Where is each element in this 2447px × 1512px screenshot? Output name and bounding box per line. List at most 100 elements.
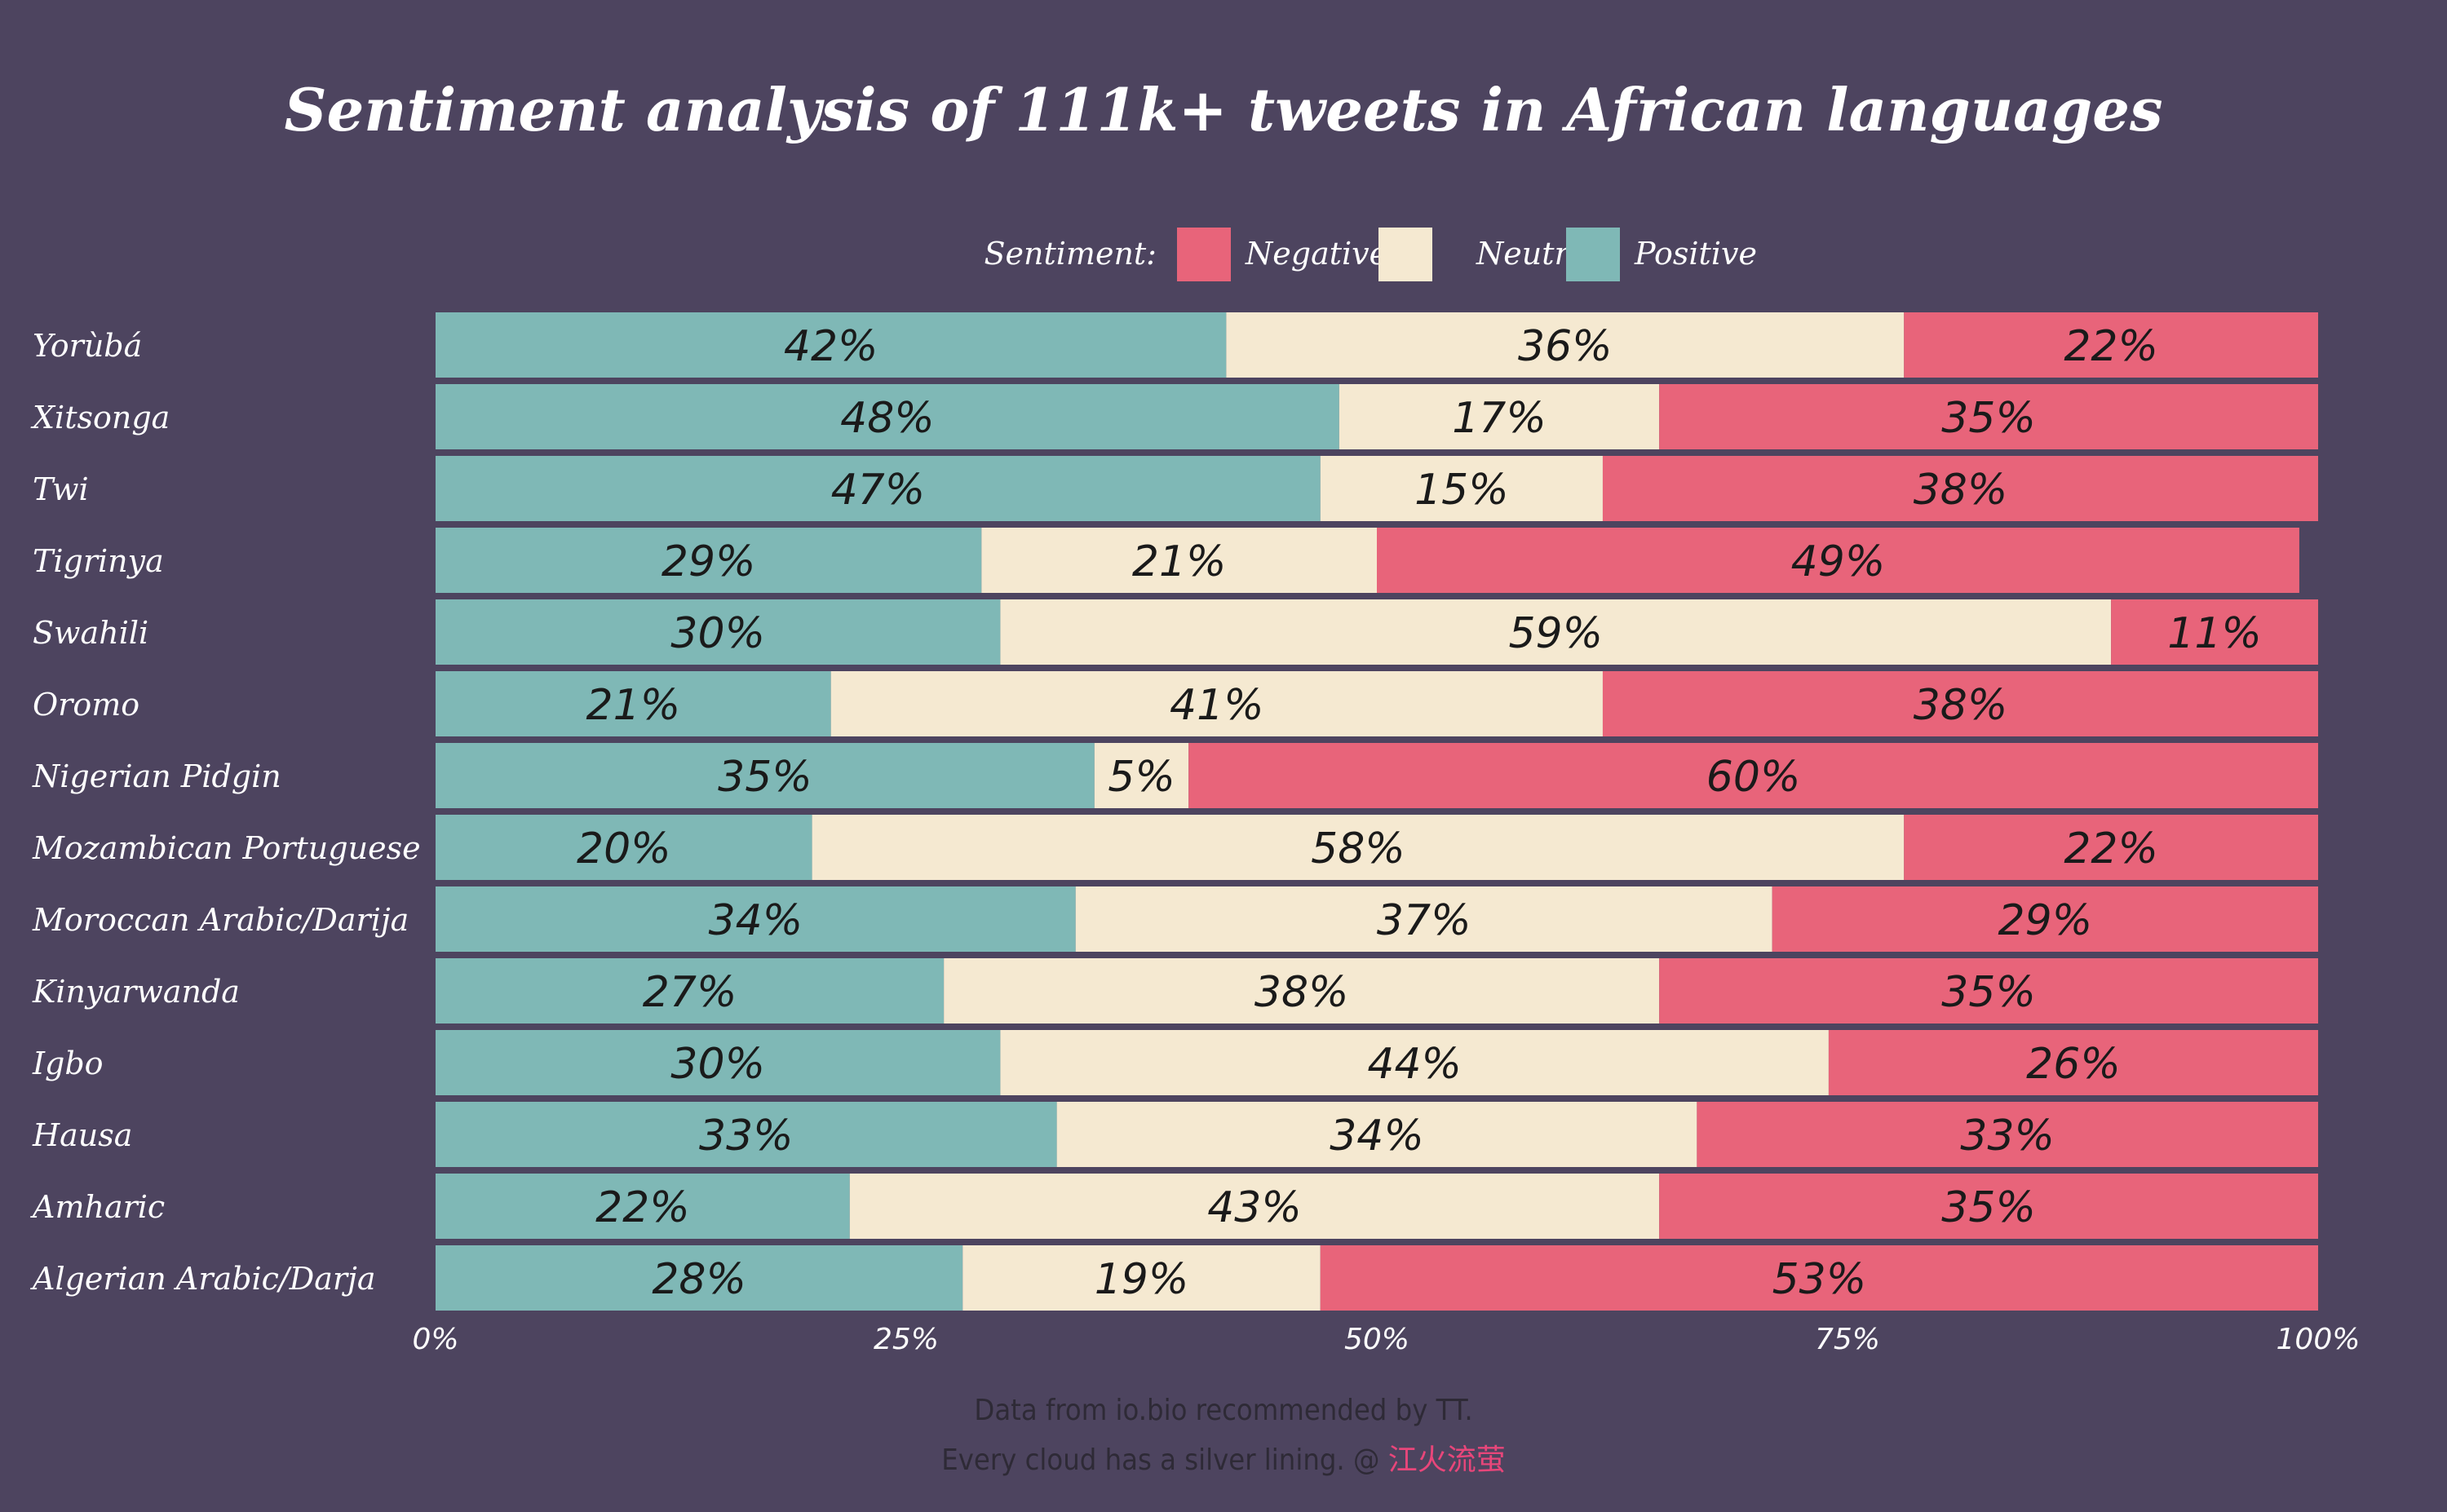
bar-neutral-twi: [1320, 456, 1603, 521]
data-label-positive-hausa: 33%: [699, 1112, 794, 1161]
caption-prefix: Every cloud has a silver lining. @: [941, 1443, 1387, 1477]
data-label-positive-moroccan-arabic-darija: 34%: [709, 896, 803, 945]
bar-positive-igbo: [436, 1030, 1001, 1095]
bar-positive-tigrinya: [436, 528, 982, 593]
bar-negative-yoruba: [1904, 312, 2318, 378]
bars: 42% 36% 22% 48% 17% 35% 47% 15% 38% 29% 21% 49% 30% 5…: [436, 312, 2318, 1311]
x-tick-label-75: 75%: [1815, 1323, 1880, 1356]
bar-negative-xitsonga: [1659, 384, 2318, 449]
data-label-negative-hausa: 33%: [1960, 1112, 2055, 1161]
data-label-neutral-kinyarwanda: 38%: [1254, 968, 1349, 1017]
data-label-neutral-hausa: 34%: [1330, 1112, 1424, 1161]
bar-positive-yoruba: [436, 312, 1227, 378]
data-label-positive-kinyarwanda: 27%: [643, 968, 737, 1017]
bar-row-twi: 47% 15% 38%: [436, 456, 2318, 521]
legend-label-positive: Positive: [1634, 236, 1757, 272]
data-label-negative-kinyarwanda: 35%: [1941, 968, 2036, 1017]
bar-row-xitsonga: 48% 17% 35%: [436, 384, 2318, 449]
legend-label-negative: Negative: [1245, 236, 1387, 272]
data-label-negative-algerian-arabic-darja: 53%: [1772, 1255, 1867, 1304]
bar-neutral-algerian-arabic-darja: [962, 1245, 1321, 1311]
bar-positive-swahili: [436, 599, 1001, 665]
data-label-neutral-igbo: 44%: [1367, 1040, 1462, 1089]
data-label-neutral-algerian-arabic-darja: 19%: [1095, 1255, 1189, 1304]
legend-swatch-negative: [1177, 228, 1231, 281]
category-labels: Yorùbá Xitsonga Twi Tigrinya Swahili Oromo Nig…: [30, 328, 421, 1297]
data-label-positive-igbo: 30%: [670, 1040, 765, 1089]
data-label-neutral-xitsonga: 17%: [1452, 394, 1547, 443]
data-label-neutral-amharic: 43%: [1207, 1183, 1302, 1232]
caption-line-2: Every cloud has a silver lining. @ 江火流萤: [941, 1443, 1505, 1477]
bar-positive-mozambican-portuguese: [436, 815, 812, 880]
data-label-negative-moroccan-arabic-darija: 29%: [1998, 896, 2093, 945]
data-label-negative-oromo: 38%: [1914, 681, 2008, 730]
bar-row-moroccan-arabic-darija: 34% 37% 29%: [436, 886, 2318, 952]
data-label-negative-yoruba: 22%: [2064, 322, 2158, 371]
data-label-positive-nigerian-pidgin: 35%: [718, 753, 812, 802]
bar-negative-hausa: [1697, 1102, 2318, 1167]
data-label-positive-yoruba: 42%: [784, 322, 878, 371]
bar-negative-algerian-arabic-darja: [1320, 1245, 2318, 1311]
bar-row-algerian-arabic-darja: 28% 19% 53%: [436, 1245, 2318, 1311]
data-label-positive-mozambican-portuguese: 20%: [577, 825, 671, 873]
data-label-negative-mozambican-portuguese: 22%: [2064, 825, 2158, 873]
category-label-mozambican-portuguese: Mozambican Portuguese: [32, 830, 421, 866]
bar-negative-kinyarwanda: [1659, 958, 2318, 1023]
bar-negative-tigrinya: [1377, 528, 2299, 593]
data-label-positive-amharic: 22%: [595, 1183, 690, 1232]
bar-row-swahili: 30% 59% 11%: [436, 599, 2318, 665]
bar-positive-twi: [436, 456, 1321, 521]
data-label-neutral-mozambican-portuguese: 58%: [1311, 825, 1405, 873]
bar-neutral-igbo: [1000, 1030, 1829, 1095]
x-tick-label-100: 100%: [2277, 1323, 2361, 1356]
category-label-yoruba: Yorùbá: [33, 328, 142, 364]
bar-positive-moroccan-arabic-darija: [436, 886, 1076, 952]
bar-row-hausa: 33% 34% 33%: [436, 1102, 2318, 1167]
x-tick-label-0: 0%: [412, 1323, 458, 1356]
category-label-xitsonga: Xitsonga: [30, 400, 170, 435]
category-label-moroccan-arabic-darija: Moroccan Arabic/Darija: [32, 902, 409, 938]
data-label-positive-tigrinya: 29%: [662, 537, 756, 586]
bar-row-igbo: 30% 44% 26%: [436, 1030, 2318, 1095]
caption-line-1: Data from io.bio recommended by TT.: [974, 1394, 1472, 1427]
category-label-nigerian-pidgin: Nigerian Pidgin: [32, 758, 281, 794]
bar-row-nigerian-pidgin: 35% 5% 60%: [436, 743, 2318, 808]
data-label-positive-algerian-arabic-darja: 28%: [652, 1255, 746, 1304]
data-label-neutral-tigrinya: 21%: [1132, 537, 1227, 586]
category-label-kinyarwanda: Kinyarwanda: [32, 974, 240, 1010]
bar-neutral-swahili: [1000, 599, 2112, 665]
chart-title: Sentiment analysis of 111k+ tweets in Af…: [284, 75, 2162, 144]
x-tick-label-50: 50%: [1344, 1323, 1409, 1356]
data-label-neutral-moroccan-arabic-darija: 37%: [1377, 896, 1471, 945]
bar-neutral-yoruba: [1226, 312, 1905, 378]
legend-title: Sentiment:: [985, 236, 1157, 272]
bar-negative-moroccan-arabic-darija: [1772, 886, 2318, 952]
bar-row-amharic: 22% 43% 35%: [436, 1174, 2318, 1239]
bar-row-yoruba: 42% 36% 22%: [436, 312, 2318, 378]
bar-row-kinyarwanda: 27% 38% 35%: [436, 958, 2318, 1023]
data-label-positive-twi: 47%: [831, 466, 926, 515]
bar-neutral-mozambican-portuguese: [812, 815, 1905, 880]
data-label-positive-xitsonga: 48%: [840, 394, 935, 443]
bar-positive-hausa: [436, 1102, 1057, 1167]
bar-row-tigrinya: 29% 21% 49%: [436, 528, 2299, 593]
bar-negative-twi: [1602, 456, 2318, 521]
legend: Sentiment: Negative Neutral Positive: [985, 228, 1757, 281]
bar-negative-oromo: [1602, 671, 2318, 736]
category-label-hausa: Hausa: [32, 1117, 132, 1153]
bar-negative-swahili: [2111, 599, 2318, 665]
bar-negative-igbo: [1828, 1030, 2318, 1095]
data-label-neutral-yoruba: 36%: [1518, 322, 1613, 371]
data-label-positive-oromo: 21%: [586, 681, 681, 730]
bar-positive-amharic: [436, 1174, 850, 1239]
bar-neutral-tigrinya: [981, 528, 1377, 593]
data-label-neutral-oromo: 41%: [1170, 681, 1264, 730]
x-axis: 0% 25% 50% 75% 100%: [412, 1323, 2360, 1356]
bar-negative-amharic: [1659, 1174, 2318, 1239]
bar-neutral-oromo: [830, 671, 1603, 736]
bar-positive-kinyarwanda: [436, 958, 945, 1023]
data-label-neutral-twi: 15%: [1414, 466, 1509, 515]
bar-negative-mozambican-portuguese: [1904, 815, 2318, 880]
bar-positive-nigerian-pidgin: [436, 743, 1095, 808]
